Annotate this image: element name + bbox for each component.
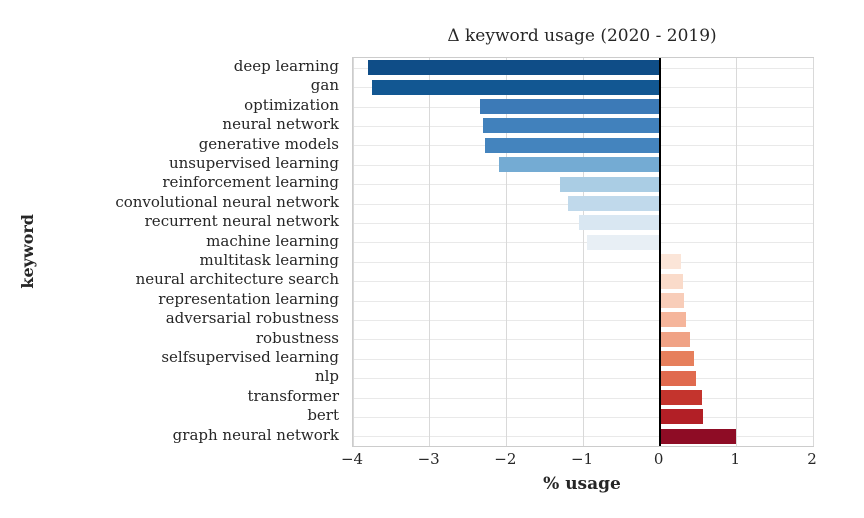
bar	[659, 273, 683, 289]
zero-line	[658, 58, 661, 446]
bar	[659, 370, 696, 386]
bar	[659, 390, 702, 405]
v-gridline	[735, 58, 737, 446]
bar	[372, 79, 660, 95]
bar	[368, 60, 660, 76]
category-label: deep learning	[233, 57, 339, 75]
category-label: neural network	[222, 115, 339, 134]
category-label: representation learning	[158, 289, 339, 308]
bar	[586, 234, 660, 250]
category-label: gan	[310, 76, 339, 95]
bar	[659, 331, 691, 347]
x-tick-labels: −4 −3 −2 −1 0 1 2	[341, 450, 817, 470]
category-label: selfsupervised learning	[161, 348, 339, 366]
category-label: multitask learning	[199, 251, 339, 269]
v-gridline	[505, 58, 507, 446]
category-labels: deep learning gan optimization neural netwo…	[0, 57, 346, 445]
bar	[483, 118, 660, 134]
bar	[659, 254, 682, 270]
bar	[567, 196, 660, 211]
bar	[659, 312, 687, 328]
v-gridline	[352, 58, 354, 446]
category-label: graph neural network	[172, 425, 339, 444]
x-tick-label: −1	[570, 450, 594, 468]
category-label: reinforcement learning	[162, 173, 339, 192]
x-tick-label: −3	[417, 450, 440, 468]
category-label: recurrent neural network	[144, 212, 339, 231]
category-label: optimization	[244, 95, 339, 114]
bar	[659, 293, 685, 308]
bar	[659, 428, 737, 444]
x-tick-label: 2	[807, 450, 817, 468]
category-label: machine learning	[206, 231, 339, 250]
x-tick-label: −2	[494, 450, 517, 468]
bar	[659, 351, 695, 367]
v-gridline	[582, 58, 584, 446]
x-axis-label: % usage	[543, 474, 621, 494]
x-tick-label: 1	[730, 450, 741, 468]
category-label: robustness	[255, 328, 339, 347]
x-tick-label: 0	[653, 450, 664, 468]
plot-area	[352, 57, 814, 447]
category-label: adversarial robustness	[165, 309, 339, 328]
x-tick-label: −4	[340, 450, 364, 468]
category-label: transformer	[247, 386, 339, 405]
bar	[498, 157, 660, 173]
category-label: nlp	[314, 367, 339, 386]
bar	[560, 176, 660, 192]
category-label: unsupervised learning	[168, 154, 339, 172]
chart-title: Δ keyword usage (2020 - 2019)	[447, 26, 717, 46]
category-label: neural architecture search	[135, 270, 339, 289]
bar	[579, 215, 660, 231]
v-gridline	[429, 58, 431, 446]
category-label: bert	[307, 406, 339, 425]
v-gridline	[812, 58, 814, 446]
bar	[484, 137, 660, 153]
category-label: generative models	[198, 134, 339, 153]
bar	[479, 99, 660, 114]
bar	[659, 409, 704, 425]
category-label: convolutional neural network	[115, 192, 339, 211]
